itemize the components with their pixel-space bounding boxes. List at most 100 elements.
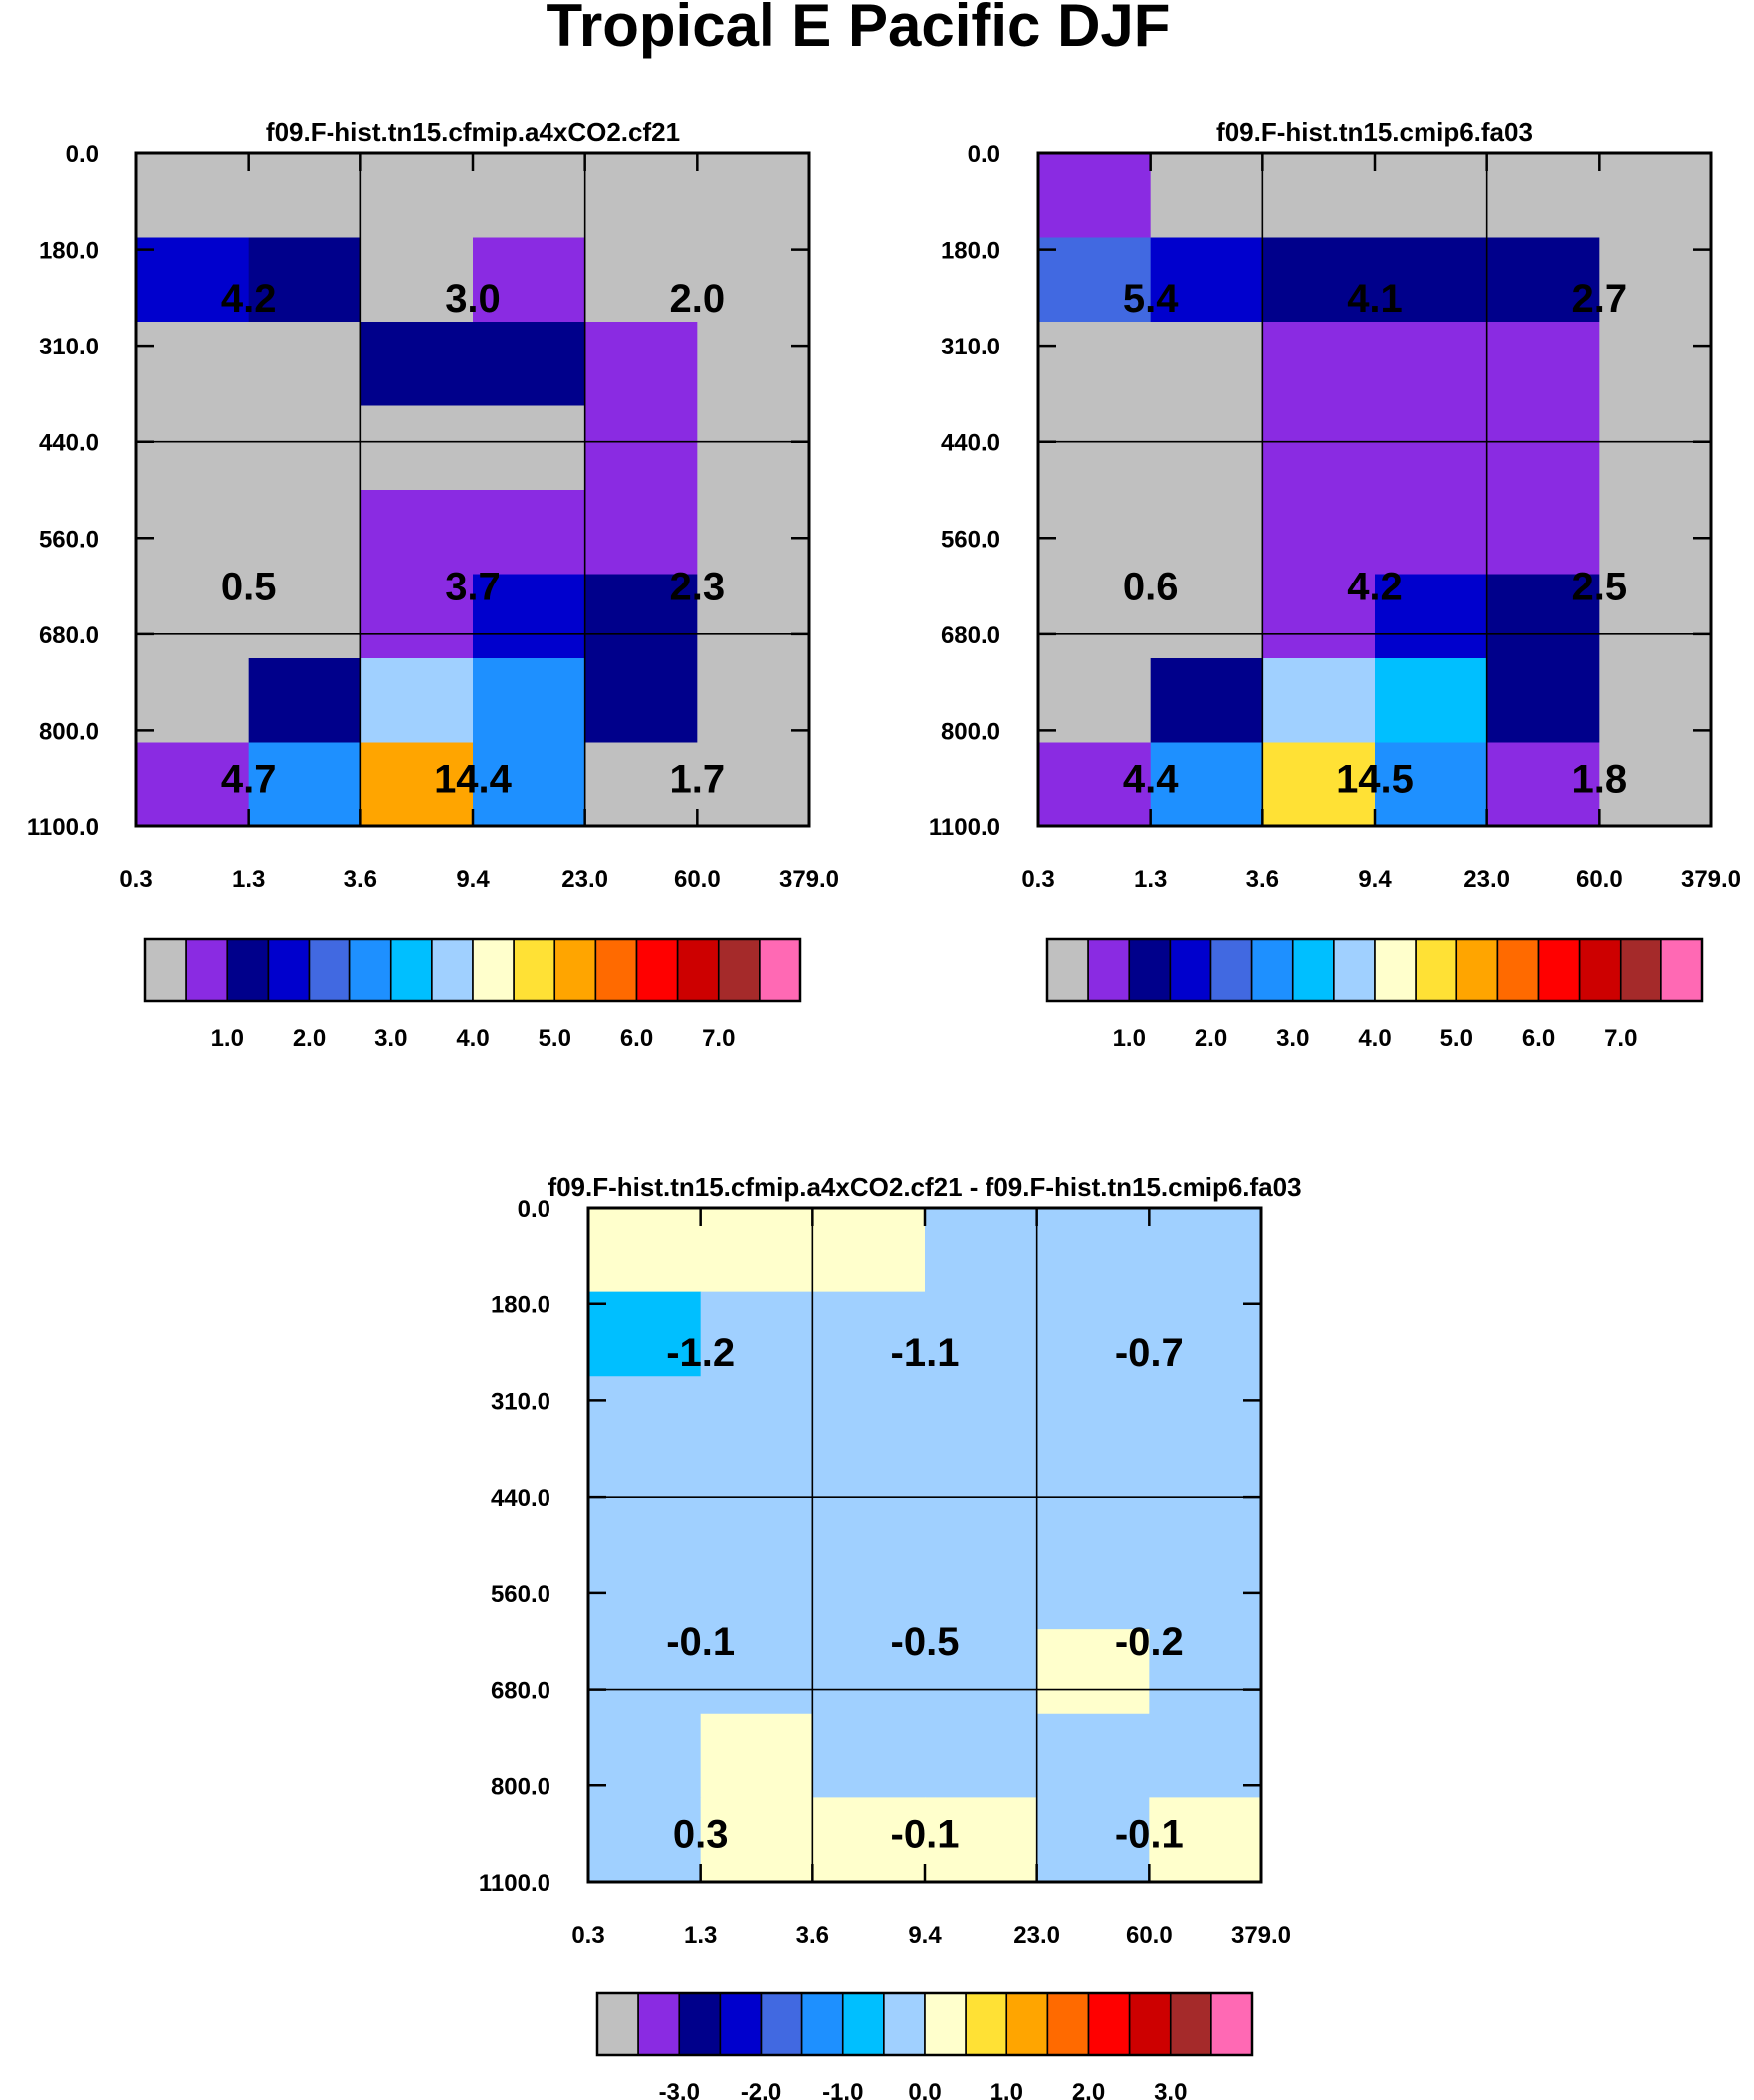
heatmap-cell <box>700 1376 813 1462</box>
box-value-label: 4.2 <box>221 277 277 321</box>
colorbar-label: 4.0 <box>1358 1025 1391 1051</box>
heatmap-cell <box>584 742 698 827</box>
heatmap-cell <box>925 1376 1038 1462</box>
colorbar-swatch <box>594 938 638 1002</box>
heatmap-cell <box>700 1544 813 1630</box>
colorbar-swatch <box>1046 938 1089 1002</box>
y-tick-label: 180.0 <box>39 238 99 265</box>
heatmap-cell <box>136 490 250 576</box>
box-value-label: -0.1 <box>891 1813 960 1857</box>
colorbar-label: 3.0 <box>1276 1025 1309 1051</box>
box-value-label: 14.5 <box>1336 758 1414 802</box>
colorbar-label: 0.0 <box>908 2079 941 2100</box>
heatmap-cell <box>700 1291 813 1377</box>
heatmap-cell <box>584 237 698 323</box>
heatmap-cell <box>136 742 250 827</box>
colorbar-swatch <box>637 1992 681 2056</box>
colorbar-swatch <box>1209 938 1253 1002</box>
heatmap-cell <box>1150 153 1263 239</box>
colorbar-swatch <box>800 1992 844 2056</box>
colorbar-swatch <box>513 938 556 1002</box>
box-value-label: 2.5 <box>1572 566 1628 609</box>
heatmap-cell <box>1036 1713 1150 1798</box>
colorbar-swatch <box>1333 938 1376 1002</box>
heatmap-cell <box>1149 1291 1262 1377</box>
heatmap-cell <box>700 1629 813 1715</box>
heatmap-cell <box>697 322 810 407</box>
colorbar-swatch <box>226 938 270 1002</box>
colorbar-swatch <box>924 1992 967 2056</box>
heatmap-cell <box>925 1208 1038 1293</box>
box-value-label: -0.1 <box>1115 1813 1184 1857</box>
box-value-label: 4.1 <box>1347 277 1403 321</box>
heatmap-cell <box>1150 658 1263 744</box>
heatmap-cell <box>925 1544 1038 1630</box>
y-tick-label: 560.0 <box>39 526 99 553</box>
colorbar-swatch <box>1537 938 1581 1002</box>
x-tick-label: 0.3 <box>571 1922 604 1949</box>
heatmap-cell <box>697 237 810 323</box>
heatmap-cell <box>588 1629 702 1715</box>
heatmap-cell <box>584 405 698 491</box>
heatmap-cell <box>1038 322 1152 407</box>
heatmap-cell <box>812 1713 926 1798</box>
y-tick-label: 800.0 <box>491 1773 550 1800</box>
x-tick-label: 1.3 <box>684 1922 717 1949</box>
heatmap-cell <box>1038 658 1152 744</box>
colorbar-label: -1.0 <box>822 2079 863 2100</box>
heatmap-cell <box>812 1291 926 1377</box>
heatmap-cell <box>360 742 474 827</box>
heatmap-cell <box>1036 1629 1150 1715</box>
heatmap-cell <box>360 153 474 239</box>
box-value-label: 0.6 <box>1123 566 1179 609</box>
x-tick-label: 9.4 <box>456 866 490 893</box>
y-tick-label: 0.0 <box>518 1196 550 1223</box>
colorbar-swatch <box>144 938 187 1002</box>
heatmap-cell <box>697 490 810 576</box>
x-tick-label: 379.0 <box>1681 866 1741 893</box>
heatmap-cell <box>1036 1376 1150 1462</box>
heatmap-cell <box>1599 322 1712 407</box>
colorbar-swatch <box>472 938 515 1002</box>
heatmap-cell <box>700 1797 813 1883</box>
x-tick-label: 9.4 <box>1358 866 1392 893</box>
box-value-label: 2.0 <box>670 277 726 321</box>
heatmap-cell <box>1150 574 1263 659</box>
colorbar-swatch <box>1046 1992 1090 2056</box>
heatmap-cell <box>1262 574 1376 659</box>
colorbar-swatch <box>1291 938 1335 1002</box>
heatmap-panel-1: f09.F-hist.tn15.cfmip.a4xCO2.cf21 0.0 180.… <box>27 117 839 1051</box>
heatmap-cell <box>1599 490 1712 576</box>
y-tick-label: 680.0 <box>941 622 1000 649</box>
box-value-label: 4.7 <box>221 758 277 802</box>
heatmap-cell <box>1486 237 1600 323</box>
y-tick-label: 180.0 <box>491 1292 550 1319</box>
heatmap-cell <box>1375 322 1488 407</box>
box-value-label: 3.7 <box>445 566 501 609</box>
heatmap-cell <box>136 574 250 659</box>
heatmap-cell <box>1149 1713 1262 1798</box>
y-tick-label: 310.0 <box>491 1388 550 1415</box>
heatmap-cell <box>584 322 698 407</box>
y-tick-label: 1100.0 <box>479 1870 550 1897</box>
colorbar-label: 3.0 <box>1154 2079 1187 2100</box>
x-tick-label: 9.4 <box>908 1922 942 1949</box>
y-tick-label: 1100.0 <box>929 815 1000 841</box>
colorbar-label: 1.0 <box>211 1025 244 1051</box>
colorbar-swatch <box>760 1992 803 2056</box>
heatmap-cell <box>1149 1797 1262 1883</box>
colorbar-label: 2.0 <box>1072 2079 1105 2100</box>
x-tick-label: 0.3 <box>119 866 152 893</box>
colorbar-swatch <box>678 1992 722 2056</box>
heatmap-cell <box>1036 1460 1150 1546</box>
heatmap-cell <box>1036 1291 1150 1377</box>
heatmap-cell <box>248 237 361 323</box>
heatmap-cell <box>588 1460 702 1546</box>
heatmap-cell <box>1262 322 1376 407</box>
heatmap-cell <box>360 322 474 407</box>
colorbar-label: 1.0 <box>1113 1025 1146 1051</box>
heatmap-cell <box>1262 490 1376 576</box>
heatmap-cell <box>473 153 586 239</box>
colorbar-label: 5.0 <box>539 1025 571 1051</box>
